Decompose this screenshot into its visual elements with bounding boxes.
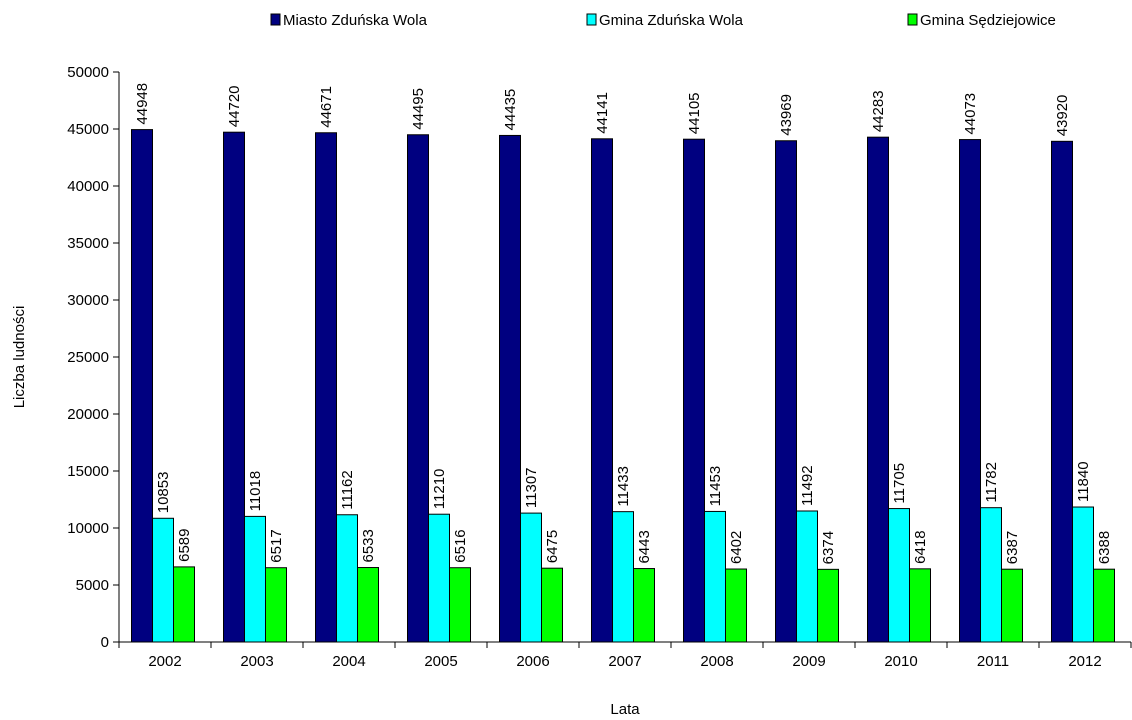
data-label: 44435 xyxy=(502,89,519,131)
bar xyxy=(888,508,910,643)
x-tick-label: 2007 xyxy=(608,653,641,670)
bar xyxy=(817,568,839,643)
data-label: 44495 xyxy=(410,88,427,130)
y-tick-label: 35000 xyxy=(67,235,109,252)
x-tick-label: 2010 xyxy=(884,653,917,670)
data-label: 11705 xyxy=(891,463,908,504)
bar xyxy=(704,510,726,643)
bar xyxy=(683,138,705,643)
y-axis-label: Liczba ludności xyxy=(11,306,28,409)
data-label: 44141 xyxy=(594,92,611,134)
data-label: 11782 xyxy=(983,462,1000,503)
bar xyxy=(980,507,1002,643)
legend-swatch xyxy=(907,13,918,26)
data-label: 44671 xyxy=(318,86,335,128)
x-tick-label: 2008 xyxy=(700,653,733,670)
x-tick-label: 2006 xyxy=(516,653,549,670)
bar xyxy=(336,514,358,643)
data-label: 11840 xyxy=(1075,461,1092,502)
y-tick-label: 5000 xyxy=(76,577,109,594)
data-label: 6589 xyxy=(176,529,193,562)
y-tick-label: 50000 xyxy=(67,64,109,81)
data-label: 44720 xyxy=(226,85,243,127)
y-tick-label: 20000 xyxy=(67,406,109,423)
bar xyxy=(775,140,797,643)
bar xyxy=(520,512,542,643)
data-label: 11018 xyxy=(247,471,264,512)
bar xyxy=(428,513,450,643)
data-label: 11492 xyxy=(799,465,816,506)
y-tick-label: 30000 xyxy=(67,292,109,309)
legend-label: Gmina Sędziejowice xyxy=(920,12,1056,29)
bar xyxy=(223,131,245,643)
bar xyxy=(449,567,471,643)
x-tick-label: 2005 xyxy=(424,653,457,670)
data-label: 6418 xyxy=(912,530,929,563)
data-label: 6533 xyxy=(360,529,377,562)
y-tick-label: 25000 xyxy=(67,349,109,366)
bar xyxy=(173,566,195,643)
data-label: 6374 xyxy=(820,531,837,564)
bar xyxy=(407,134,429,643)
data-label: 6402 xyxy=(728,531,745,564)
data-label: 11210 xyxy=(431,469,448,510)
bar xyxy=(315,132,337,643)
x-tick-label: 2003 xyxy=(240,653,273,670)
data-label: 11307 xyxy=(523,467,540,508)
data-label: 44283 xyxy=(870,90,887,132)
bar xyxy=(633,568,655,643)
data-label: 44948 xyxy=(134,83,151,125)
y-tick-label: 40000 xyxy=(67,178,109,195)
bar xyxy=(357,567,379,643)
data-label: 11162 xyxy=(339,470,356,510)
legend-label: Gmina Zduńska Wola xyxy=(599,12,744,29)
bar xyxy=(1093,568,1115,643)
bar xyxy=(131,129,153,643)
y-tick-label: 45000 xyxy=(67,121,109,138)
bar xyxy=(265,567,287,643)
data-label: 6517 xyxy=(268,529,285,562)
bar xyxy=(1072,506,1094,643)
data-label: 43969 xyxy=(778,94,795,136)
data-label: 6387 xyxy=(1004,531,1021,564)
data-label: 11453 xyxy=(707,466,724,507)
data-label: 6443 xyxy=(636,530,653,563)
data-label: 44073 xyxy=(962,93,979,135)
y-tick-label: 15000 xyxy=(67,463,109,480)
x-tick-label: 2002 xyxy=(148,653,181,670)
x-tick-label: 2004 xyxy=(332,653,365,670)
bar xyxy=(541,567,563,643)
bar xyxy=(612,511,634,643)
bar xyxy=(1001,568,1023,643)
bar xyxy=(1051,140,1073,643)
data-label: 6388 xyxy=(1096,531,1113,564)
legend-swatch xyxy=(270,13,281,26)
bar xyxy=(867,136,889,643)
x-tick-label: 2009 xyxy=(792,653,825,670)
data-label: 43920 xyxy=(1054,95,1071,137)
bar xyxy=(909,568,931,643)
bar xyxy=(959,139,981,643)
bar xyxy=(796,510,818,643)
y-tick-label: 0 xyxy=(101,634,109,651)
bar xyxy=(244,515,266,643)
bar xyxy=(499,134,521,643)
y-tick-label: 10000 xyxy=(67,520,109,537)
bar xyxy=(152,517,174,643)
bar xyxy=(591,138,613,643)
legend-label: Miasto Zduńska Wola xyxy=(283,12,428,29)
x-tick-label: 2011 xyxy=(977,653,1009,670)
data-label: 10853 xyxy=(155,472,172,514)
legend-swatch xyxy=(586,13,597,26)
data-label: 6475 xyxy=(544,530,561,563)
bar xyxy=(725,568,747,643)
x-tick-label: 2012 xyxy=(1068,653,1101,670)
data-label: 44105 xyxy=(686,92,703,134)
data-label: 11433 xyxy=(615,466,632,507)
x-axis-label: Lata xyxy=(610,701,640,718)
data-label: 6516 xyxy=(452,529,469,562)
